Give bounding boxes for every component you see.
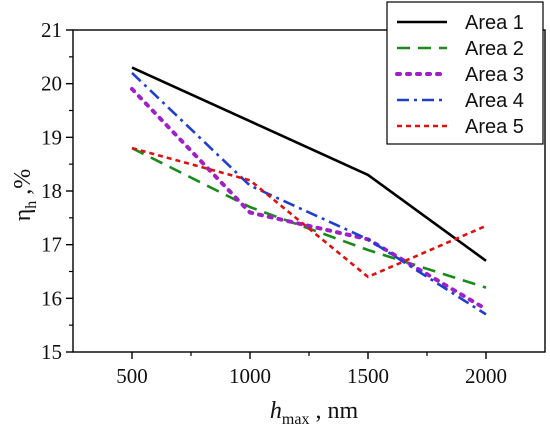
x-axis-title-symbol: h	[270, 398, 282, 424]
y-tick-label: 18	[41, 179, 62, 203]
series-layer	[130, 66, 488, 316]
x-tick-label: 1000	[229, 364, 271, 388]
y-tick-label: 15	[41, 340, 62, 364]
x-tick-label: 2000	[465, 364, 507, 388]
y-axis-title-subscript: h	[23, 201, 40, 209]
series-line-area-3	[130, 87, 488, 312]
y-tick-label: 21	[41, 18, 62, 42]
series-line-area-5	[131, 146, 487, 279]
series-line-area-2	[131, 146, 487, 289]
legend-label-area-4: Area 4	[465, 90, 524, 112]
x-axis-title-subscript: max	[282, 411, 310, 428]
y-tick-label: 17	[41, 233, 62, 257]
series-line-area-1	[131, 66, 487, 262]
legend-label-area-1: Area 1	[465, 12, 524, 34]
x-tick-label: 500	[116, 364, 148, 388]
y-tick-label: 20	[41, 72, 62, 96]
legend-label-area-3: Area 3	[465, 64, 524, 86]
legend-box	[386, 1, 544, 145]
x-tick-label: 1500	[347, 364, 389, 388]
x-axis-title: hmax , nm	[270, 398, 359, 428]
axes-layer: 500 1000 1500 2000 15 16 17 18 19 20 21	[41, 18, 546, 388]
legend-label-area-2: Area 2	[465, 38, 524, 60]
y-axis-title-unit: ,%	[10, 169, 36, 201]
legend: Area 1 Area 2 Area 3 Area 4 Area 5	[386, 1, 544, 145]
y-tick-label: 19	[41, 125, 62, 149]
y-tick-label: 16	[41, 286, 62, 310]
y-axis-title: ηh ,%	[10, 169, 40, 222]
series-line-area-4	[131, 71, 487, 316]
y-axis-title-symbol: η	[10, 209, 36, 222]
legend-label-area-5: Area 5	[465, 116, 524, 138]
x-axis-title-unit: , nm	[309, 398, 358, 424]
